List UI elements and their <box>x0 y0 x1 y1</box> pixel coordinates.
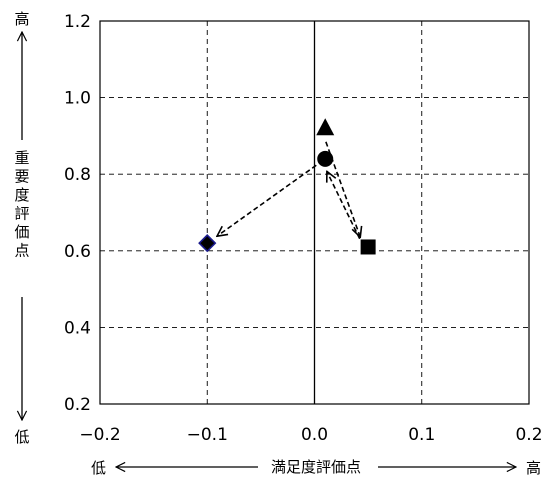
grid-lines <box>100 21 529 404</box>
arrow-circle-to-diamond <box>217 164 317 236</box>
data-point-triangle <box>316 118 335 136</box>
y-tick-label: 0.2 <box>64 395 91 415</box>
points-layer <box>198 118 376 255</box>
x-tick-label: 0.1 <box>408 425 435 445</box>
y-tick-label: 0.6 <box>64 242 91 262</box>
x-tick-label: 0.2 <box>515 425 542 445</box>
x-axis-title: 満足度評価点 <box>271 458 361 476</box>
y-tick-label: 0.4 <box>64 318 91 338</box>
x-axis-caption: 低 満足度評価点 高 <box>91 458 541 477</box>
y-axis-caption: 高 重要度評価点 低 <box>14 10 29 446</box>
x-axis-low-label: 低 <box>91 459 106 477</box>
arrows-layer <box>217 141 361 240</box>
x-tick-label: −0.2 <box>79 425 120 445</box>
x-axis-ticks: −0.2 −0.1 0.0 0.1 0.2 <box>79 425 542 445</box>
y-axis-ticks: 0.2 0.4 0.6 0.8 1.0 1.2 <box>64 12 91 415</box>
y-tick-label: 1.0 <box>64 89 91 109</box>
data-point-diamond <box>198 234 217 253</box>
data-point-square <box>360 239 376 255</box>
y-tick-label: 1.2 <box>64 12 91 32</box>
plot-area <box>99 20 530 405</box>
data-point-circle <box>317 150 334 167</box>
y-axis-high-label: 高 <box>14 10 29 28</box>
x-axis-high-label: 高 <box>526 459 541 477</box>
arrow-square-to-circle <box>327 171 361 240</box>
x-tick-label: 0.0 <box>301 425 328 445</box>
x-tick-label: −0.1 <box>187 425 228 445</box>
y-tick-label: 0.8 <box>64 165 91 185</box>
y-axis-low-label: 低 <box>14 428 29 446</box>
y-axis-title: 重要度評価点 <box>14 149 29 260</box>
